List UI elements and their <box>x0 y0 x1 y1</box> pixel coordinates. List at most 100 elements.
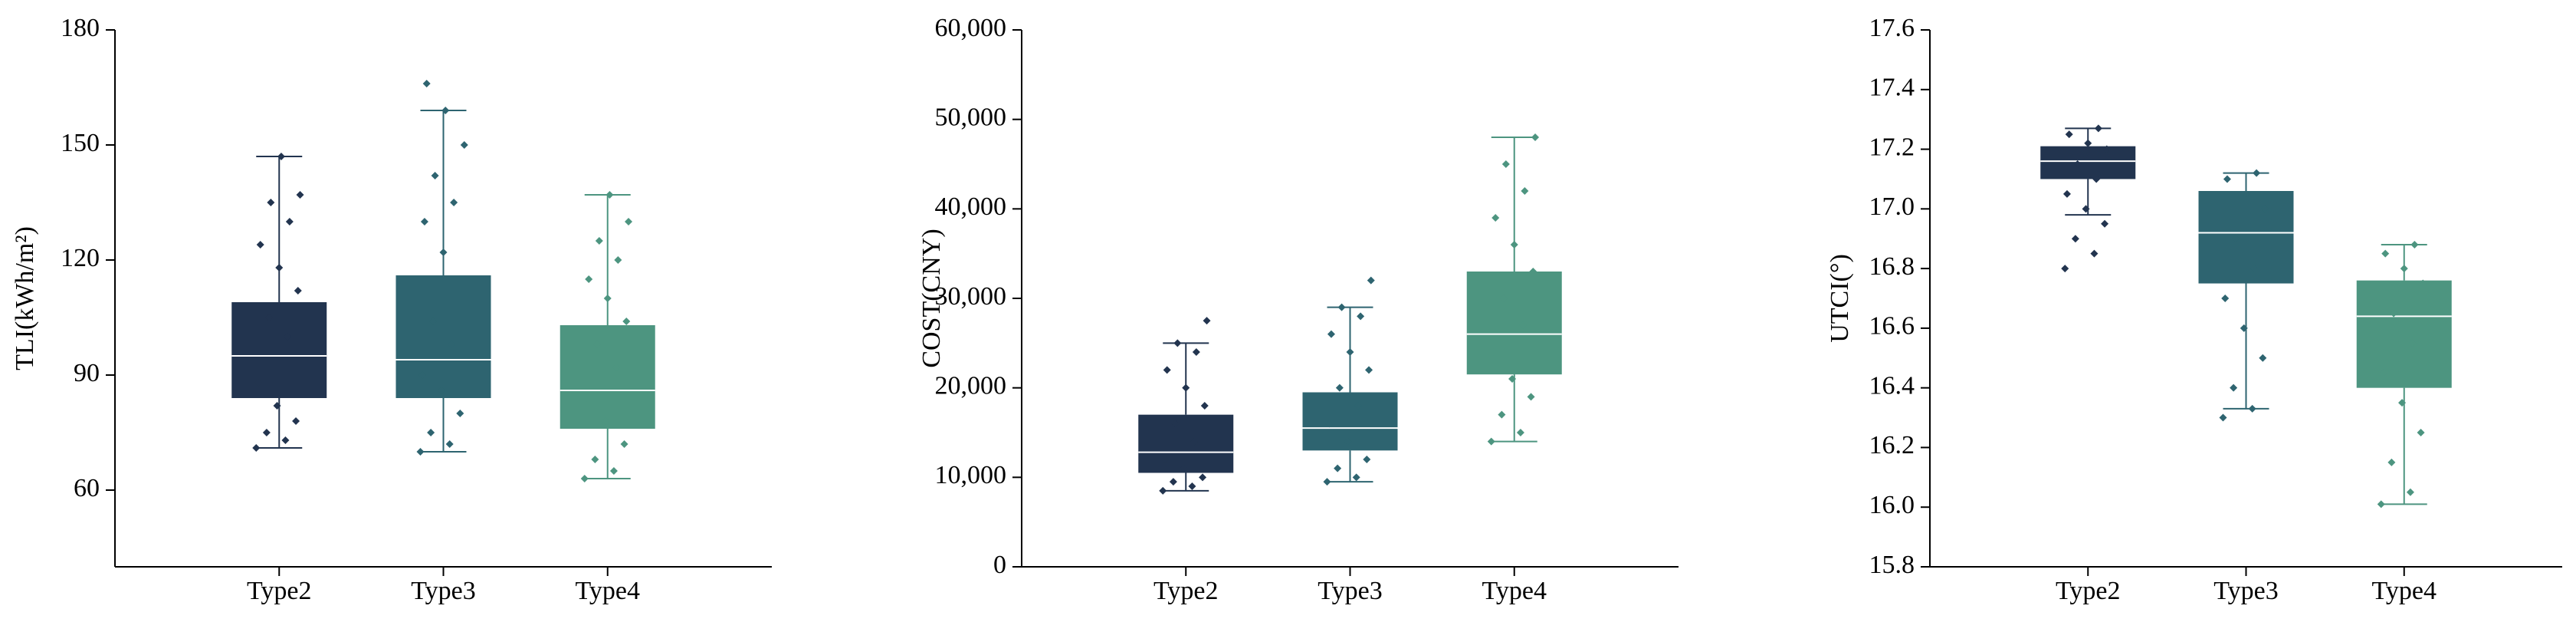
data-point <box>2219 413 2227 422</box>
data-point <box>277 153 285 160</box>
data-point <box>439 249 448 256</box>
data-point <box>416 448 425 456</box>
data-point <box>267 199 275 206</box>
x-tick-label: Type3 <box>1318 577 1383 605</box>
data-point <box>2408 339 2417 347</box>
data-point <box>625 218 633 225</box>
data-point <box>1180 464 1188 472</box>
data-point <box>2223 175 2231 183</box>
data-point <box>2259 354 2267 362</box>
data-point <box>1200 402 1209 410</box>
box <box>1466 272 1562 375</box>
data-point <box>2071 235 2079 243</box>
data-point <box>428 318 437 325</box>
data-point <box>2248 404 2256 413</box>
y-tick-label: 60,000 <box>935 14 1007 42</box>
x-tick-label: Type4 <box>1482 577 1547 605</box>
data-point <box>2406 488 2414 496</box>
y-tick-label: 20,000 <box>935 371 1007 400</box>
data-point <box>595 237 603 245</box>
data-point <box>285 218 294 225</box>
data-point <box>1527 393 1535 401</box>
y-tick-label: 16.6 <box>1869 312 1915 341</box>
data-point <box>420 218 428 225</box>
box <box>395 275 491 398</box>
x-tick-label: Type2 <box>247 577 312 605</box>
box <box>560 325 655 429</box>
data-point <box>2082 205 2090 213</box>
data-point <box>609 467 618 475</box>
data-point <box>427 429 435 436</box>
data-point <box>2410 241 2419 249</box>
data-point <box>1521 187 1529 195</box>
data-point <box>591 456 599 463</box>
data-point <box>437 387 445 394</box>
data-point <box>296 191 304 199</box>
x-tick-label: Type2 <box>1153 577 1219 605</box>
x-tick-label: Type3 <box>411 577 476 605</box>
data-point <box>593 341 602 348</box>
data-point <box>1346 348 1354 356</box>
box <box>2356 280 2452 388</box>
data-point <box>1489 348 1498 356</box>
data-point <box>1190 437 1199 446</box>
data-point <box>1171 420 1180 428</box>
data-point <box>422 80 431 87</box>
data-point <box>1518 321 1527 329</box>
data-point <box>2379 369 2387 377</box>
data-point <box>2242 189 2250 198</box>
data-point <box>418 371 427 379</box>
y-tick-label: 40,000 <box>935 193 1007 221</box>
y-tick-label: 120 <box>61 244 100 272</box>
data-point <box>1182 383 1190 392</box>
data-point <box>1159 486 1167 495</box>
data-point <box>1173 339 1182 347</box>
data-point <box>262 429 271 436</box>
data-point <box>448 341 456 348</box>
data-point <box>1344 437 1352 446</box>
data-point <box>1334 464 1342 472</box>
data-point <box>1487 437 1495 446</box>
box <box>231 302 327 398</box>
data-point <box>2390 309 2398 318</box>
data-point <box>2092 175 2101 183</box>
data-point <box>1508 375 1517 383</box>
data-point <box>1160 456 1169 463</box>
data-point <box>2253 169 2261 177</box>
data-point <box>441 107 450 114</box>
y-tick-label: 16.2 <box>1869 431 1915 459</box>
data-point <box>275 264 284 272</box>
data-point <box>1491 214 1500 222</box>
data-point <box>612 364 620 371</box>
y-tick-label: 60 <box>74 474 100 502</box>
data-point <box>252 444 261 452</box>
y-tick-label: 16.4 <box>1869 371 1915 400</box>
data-point <box>1325 420 1334 428</box>
data-point <box>281 436 290 444</box>
data-point <box>1188 482 1196 490</box>
data-point <box>2230 383 2238 392</box>
y-tick-label: 180 <box>61 14 100 42</box>
data-point <box>603 295 612 302</box>
data-point <box>1169 478 1177 486</box>
y-tick-label: 17.4 <box>1869 74 1915 102</box>
data-point <box>254 379 262 387</box>
data-point <box>622 318 631 325</box>
data-point <box>582 394 591 402</box>
data-point <box>284 333 292 341</box>
data-point <box>2417 429 2425 436</box>
data-point <box>460 141 468 149</box>
box <box>2040 146 2136 179</box>
data-point <box>1352 473 1360 482</box>
x-tick-label: Type4 <box>2372 577 2437 605</box>
data-point <box>2084 139 2092 147</box>
data-point <box>1516 429 1524 436</box>
data-point <box>2062 189 2071 198</box>
data-point <box>1500 295 1508 302</box>
data-point <box>1337 303 1346 311</box>
data-point <box>1367 276 1375 285</box>
data-point <box>1203 317 1211 325</box>
data-point <box>264 314 273 321</box>
data-point <box>2101 219 2109 228</box>
